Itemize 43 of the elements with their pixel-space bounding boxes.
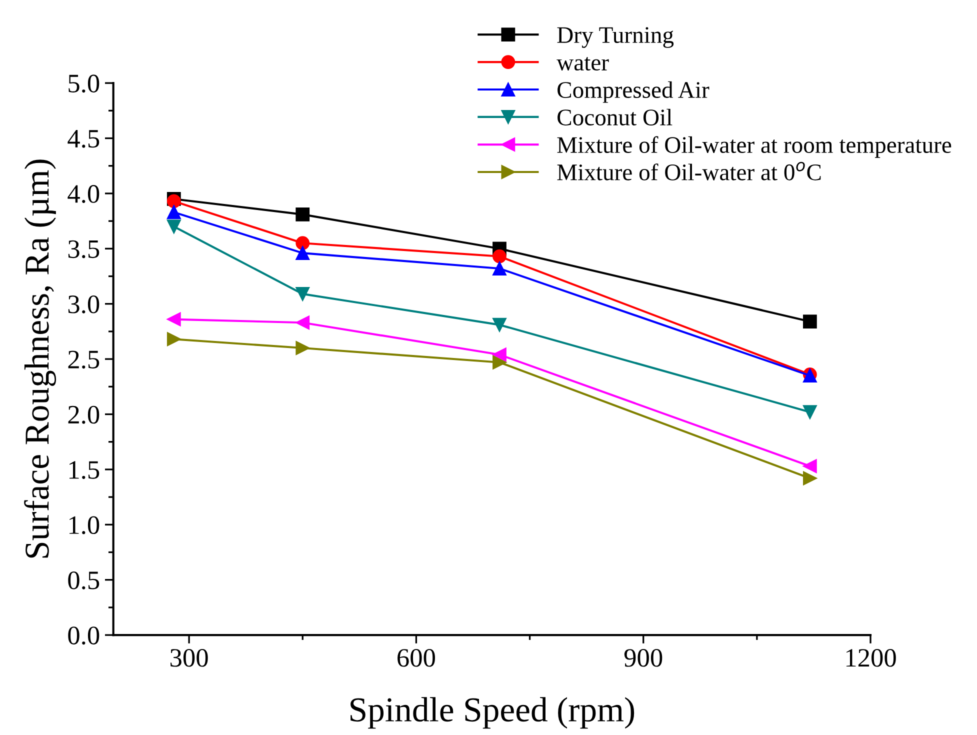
point [166,312,181,326]
y-tick-label: 2.5 [68,350,100,369]
y-tick-label: 4.0 [68,185,100,203]
point [802,459,817,474]
y-tick-label: 5.0 [68,74,100,93]
legend-label: Coconut Oil [558,108,672,126]
point [492,348,506,362]
y-tick-label: 4.5 [68,130,100,148]
point [802,314,817,328]
point [296,341,310,355]
y-tick-label: 3.0 [68,295,100,314]
legend-label: Dry Turning [557,27,674,48]
point [166,220,181,234]
y-axis-title: Surface Roughness, Ra (µm) [24,160,56,558]
point [166,194,181,208]
point [296,316,310,330]
point [296,236,310,250]
point [296,207,310,222]
y-tick-label: 2.0 [68,406,100,424]
legend-label: water [556,57,609,71]
point [166,332,181,346]
point [492,262,506,276]
x-tick-label: 900 [624,648,662,667]
y-tick-label: 3.5 [68,240,100,258]
point [492,318,506,332]
point [296,286,310,301]
y-tick-label: 1.5 [69,461,100,479]
point [296,246,310,260]
x-tick-label: 600 [398,648,435,667]
legend-label: Compressed Air [558,81,710,103]
point [492,355,506,370]
legend-label: Mixture of Oil-water at room temperature [557,136,952,158]
y-tick-label: 1.0 [69,516,100,534]
point [492,249,506,264]
y-tick-label: 0.5 [68,571,100,590]
x-axis-title: Spindle Speed (rpm) [350,697,634,729]
point [802,471,817,486]
y-tick-label: 0.0 [68,626,100,645]
legend-label: Mixture of Oil-water at 0$^{o}$C [557,162,821,180]
x-tick-label: 300 [170,648,208,667]
point [166,205,181,220]
x-tick-label: 1200 [846,648,896,667]
point [802,405,817,419]
